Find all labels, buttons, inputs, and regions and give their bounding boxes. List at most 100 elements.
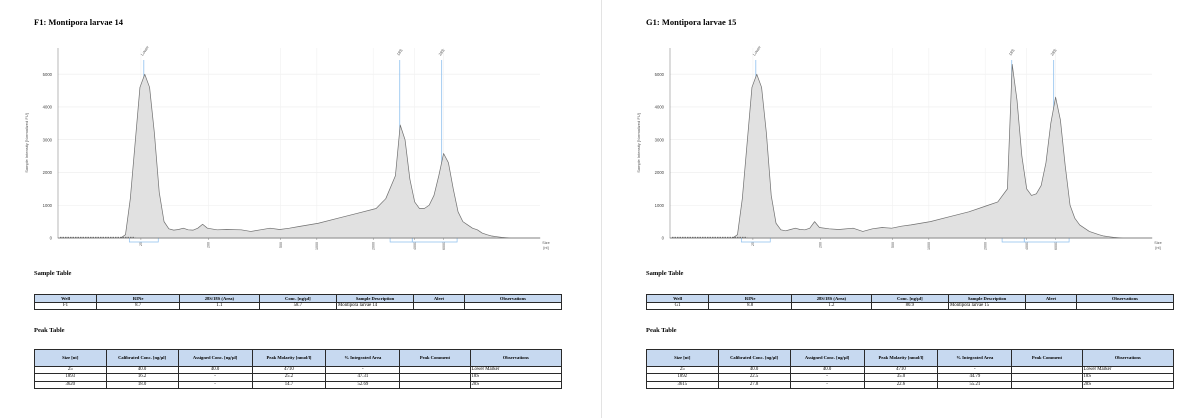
y-axis-label: Sample Intensity [Normalized FU] (24, 113, 29, 173)
x-tick-label: 25 (751, 242, 755, 246)
table-cell (1011, 380, 1083, 390)
table-cell: 3615 (646, 380, 719, 390)
page-divider (601, 0, 602, 418)
col-header: Size [nt] (646, 349, 719, 367)
col-header: RINe (96, 294, 181, 303)
table-cell: Montipora larvae 15 (948, 301, 1027, 311)
col-header: Sample Description (948, 294, 1027, 303)
y-tick-label: 1000 (655, 203, 665, 208)
table-cell: - (789, 373, 865, 382)
x-tick-label: 500 (891, 242, 895, 248)
sample-table-title: Sample Table (646, 270, 684, 277)
table-cell: 35.0 (863, 373, 939, 382)
y-tick-label: 2000 (655, 170, 665, 175)
table-cell: 25 (646, 365, 719, 375)
table-cell: Lower Marker (1081, 365, 1175, 375)
peak-label: 18S (395, 48, 403, 57)
x-tick-label: 500 (279, 242, 283, 248)
table-cell: Montipora larvae 14 (336, 301, 415, 311)
table-cell (1075, 301, 1175, 311)
table-cell: 25.2 (251, 373, 327, 382)
table-cell: 18S (469, 373, 563, 382)
y-tick-label: 3000 (43, 137, 53, 142)
x-tick-label: 6000 (1054, 242, 1058, 250)
x-tick-label: 4000 (413, 242, 417, 250)
panel-title: G1: Montipora larvae 15 (646, 17, 737, 27)
col-header: Well (33, 294, 98, 303)
table-cell: 3620 (34, 380, 107, 390)
y-tick-label: 1000 (43, 203, 53, 208)
y-tick-label: 5000 (43, 72, 53, 77)
col-header: Alert (1025, 294, 1077, 303)
table-row: 25 40.0 40.0 4710 - Lower Marker (646, 365, 1175, 375)
col-header: Observations (1081, 349, 1175, 367)
table-cell: 18.0 (105, 380, 179, 390)
col-header: Well (645, 294, 710, 303)
table-cell: 58.7 (258, 301, 338, 311)
table-cell: 55.21 (937, 380, 1013, 390)
col-header: Conc. [ng/µl] (258, 294, 338, 303)
table-cell: 40.0 (105, 365, 179, 375)
sample-table: Well RINe 28S/18S (Area) Conc. [ng/µl] S… (645, 294, 1175, 311)
table-cell: 14.7 (251, 380, 327, 390)
table-row: G1 8.8 1.2 80.9 Montipora larvae 15 (645, 301, 1175, 311)
y-axis-label: Sample Intensity [Normalized FU] (636, 113, 641, 173)
y-tick-label: 4000 (43, 105, 53, 110)
table-row: 25 40.0 40.0 4710 - Lower Marker (34, 365, 563, 375)
y-tick-label: 0 (50, 236, 53, 241)
col-header: Peak Molarity [nmol/l] (863, 349, 939, 367)
table-cell: - (789, 380, 865, 390)
table-cell (399, 373, 471, 382)
x-axis-label: Size (1154, 241, 1161, 245)
col-header: Assigned Conc. [ng/µl] (177, 349, 253, 367)
col-header: 28S/18S (Area) (179, 294, 260, 303)
x-tick-label: 25 (139, 242, 143, 246)
table-row: 1893 16.2 - 25.2 47.31 18S (34, 373, 563, 382)
table-cell: 8.8 (708, 301, 793, 311)
table-cell: F1 (33, 301, 98, 311)
sample-table-title: Sample Table (34, 270, 72, 277)
table-cell (1025, 301, 1077, 311)
table-cell: 1892 (646, 373, 719, 382)
table-cell: 1.2 (791, 301, 872, 311)
panel-g1: G1: Montipora larvae 15 0 1000 2000 3000 400… (612, 0, 1200, 418)
trace-area (669, 64, 1153, 239)
x-tick-label: 1000 (315, 242, 319, 250)
table-cell (399, 365, 471, 375)
table-cell: 52.69 (325, 380, 401, 390)
col-header: Size [nt] (34, 349, 107, 367)
col-header: Alert (413, 294, 465, 303)
table-cell: - (937, 365, 1013, 375)
peak-label: 28S (437, 48, 445, 57)
table-cell: 16.2 (105, 373, 179, 382)
table-cell: 22.5 (717, 373, 791, 382)
table-cell: 4710 (863, 365, 939, 375)
col-header: Observations (1075, 294, 1175, 303)
x-tick-label: 6000 (442, 242, 446, 250)
col-header: Peak Molarity [nmol/l] (251, 349, 327, 367)
col-header: Conc. [ng/µl] (870, 294, 950, 303)
peak-label: Lower (752, 44, 763, 56)
table-cell: - (325, 365, 401, 375)
col-header: % Integrated Area (325, 349, 401, 367)
table-row: 1892 22.5 - 35.0 44.79 18S (646, 373, 1175, 382)
electropherogram: 0 1000 2000 3000 4000 5000 Sample Intensity [N… (24, 44, 550, 250)
table-cell: 4710 (251, 365, 327, 375)
table-cell: 28S (1081, 380, 1175, 390)
table-cell: Lower Marker (469, 365, 563, 375)
table-cell: 1.1 (179, 301, 260, 311)
col-header: % Integrated Area (937, 349, 1013, 367)
panel-f1: F1: Montipora larvae 14 0 1000 2000 3000 400… (0, 0, 590, 418)
table-cell: G1 (645, 301, 710, 311)
x-tick-label: 2000 (371, 242, 375, 250)
col-header: Observations (463, 294, 563, 303)
table-cell (463, 301, 563, 311)
col-header: Calibrated Conc. [ng/µl] (105, 349, 179, 367)
table-cell: 80.9 (870, 301, 950, 311)
peak-table-title: Peak Table (34, 327, 65, 334)
table-cell: 47.31 (325, 373, 401, 382)
y-tick-label: 4000 (655, 105, 665, 110)
table-cell: 27.8 (717, 380, 791, 390)
col-header: Calibrated Conc. [ng/µl] (717, 349, 791, 367)
y-tick-label: 2000 (43, 170, 53, 175)
